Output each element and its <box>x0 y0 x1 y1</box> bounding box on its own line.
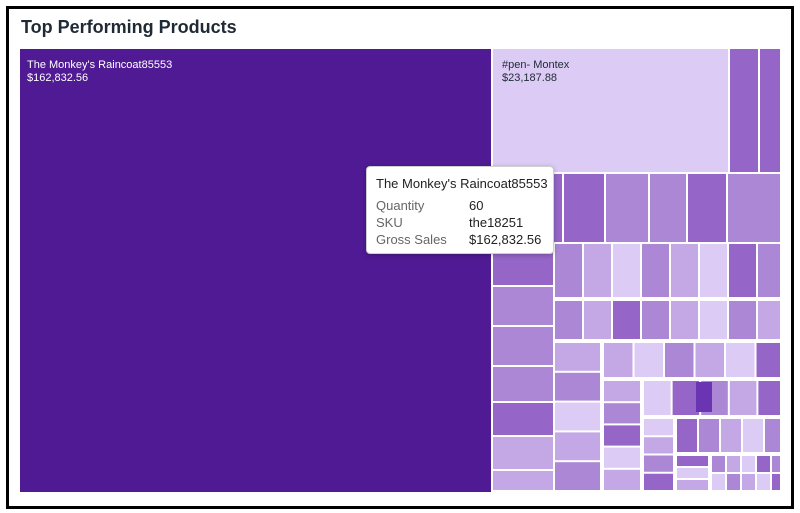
treemap-tile[interactable] <box>555 402 600 431</box>
tile-label: The Monkey's Raincoat85553 <box>27 59 172 71</box>
treemap-tile[interactable] <box>695 343 725 377</box>
treemap-tile[interactable] <box>756 343 781 377</box>
tooltip-title: The Monkey's Raincoat85553 <box>376 176 548 191</box>
treemap-tile[interactable] <box>729 301 756 339</box>
treemap-tile[interactable] <box>672 381 700 415</box>
tile-value: $23,187.88 <box>502 72 557 84</box>
treemap-tile[interactable] <box>700 244 727 297</box>
treemap-tile[interactable] <box>584 244 611 297</box>
treemap-tile[interactable] <box>688 174 726 242</box>
treemap-tile[interactable] <box>644 437 673 454</box>
treemap-tile[interactable] <box>555 244 582 297</box>
tooltip-key: Quantity <box>376 198 425 213</box>
treemap-tile[interactable] <box>699 419 719 452</box>
treemap-tile[interactable] <box>564 174 604 242</box>
tooltip-value: the18251 <box>469 215 524 230</box>
treemap-tile[interactable] <box>700 301 727 339</box>
tooltip-key: SKU <box>376 215 403 230</box>
chart-frame: Top Performing Products The Monkey's Rai… <box>6 6 794 509</box>
treemap-tile[interactable] <box>493 367 553 401</box>
treemap-tile[interactable] <box>765 419 780 452</box>
treemap-tile[interactable] <box>677 456 708 466</box>
treemap-tile[interactable] <box>772 474 780 490</box>
treemap-tile[interactable] <box>728 174 780 242</box>
treemap-tile[interactable] <box>758 301 780 339</box>
treemap-tile[interactable] <box>555 372 600 401</box>
treemap-tile[interactable] <box>671 244 698 297</box>
treemap-tile[interactable] <box>730 49 758 172</box>
treemap-tile[interactable] <box>644 455 673 472</box>
treemap-tile[interactable] <box>677 480 708 490</box>
treemap-tile[interactable] <box>712 456 725 472</box>
treemap-tile[interactable] <box>555 301 582 339</box>
treemap-tile[interactable] <box>671 301 698 339</box>
treemap-chart: The Monkey's Raincoat85553$162,832.56#pe… <box>20 49 780 492</box>
treemap-tile[interactable] <box>555 462 600 490</box>
treemap-tile[interactable] <box>772 456 780 472</box>
tile-label: #pen- Montex <box>502 59 570 71</box>
treemap-tile[interactable] <box>721 419 741 452</box>
treemap-tile[interactable] <box>604 469 640 490</box>
treemap-tile[interactable] <box>650 174 686 242</box>
treemap-tile[interactable] <box>712 474 725 490</box>
treemap-tile[interactable] <box>665 343 694 377</box>
treemap-tile[interactable] <box>555 343 600 371</box>
treemap-tile[interactable] <box>20 49 491 492</box>
tooltip: The Monkey's Raincoat85553 Quantity 60 S… <box>366 166 554 254</box>
tooltip-value: 60 <box>469 198 484 213</box>
treemap-tile[interactable] <box>604 447 640 468</box>
treemap-tile[interactable] <box>758 381 780 415</box>
treemap-tile[interactable] <box>677 419 697 452</box>
treemap-tile[interactable] <box>644 473 673 490</box>
treemap-tile[interactable] <box>696 382 712 412</box>
treemap-tile[interactable] <box>729 244 756 297</box>
treemap-tile[interactable] <box>604 381 640 402</box>
treemap-tile[interactable] <box>729 381 757 415</box>
treemap-tile[interactable] <box>727 474 740 490</box>
treemap-tile[interactable] <box>677 468 708 478</box>
tile-value: $162,832.56 <box>27 72 88 84</box>
treemap-tile[interactable] <box>758 244 780 297</box>
treemap-tile[interactable] <box>613 244 640 297</box>
treemap-tile[interactable] <box>726 343 755 377</box>
treemap-tile[interactable] <box>584 301 611 339</box>
chart-title: Top Performing Products <box>21 17 237 37</box>
treemap-tile[interactable] <box>757 474 770 490</box>
treemap-tile[interactable] <box>644 419 673 436</box>
treemap-tile[interactable] <box>493 287 553 325</box>
treemap-tile[interactable] <box>604 425 640 446</box>
treemap-tile[interactable] <box>634 343 664 377</box>
treemap-tile[interactable] <box>604 343 633 377</box>
treemap-tile[interactable] <box>493 49 728 172</box>
treemap-tile[interactable] <box>606 174 648 242</box>
treemap-tile[interactable] <box>644 381 671 415</box>
treemap-tile[interactable] <box>642 244 669 297</box>
treemap-tile[interactable] <box>757 456 770 472</box>
treemap-tile[interactable] <box>604 403 640 424</box>
treemap-tile[interactable] <box>493 471 553 490</box>
treemap-tile[interactable] <box>493 403 553 435</box>
tooltip-key: Gross Sales <box>376 232 447 247</box>
treemap-tile[interactable] <box>727 456 740 472</box>
treemap-tile[interactable] <box>743 419 763 452</box>
treemap-tile[interactable] <box>642 301 669 339</box>
treemap-tile[interactable] <box>760 49 780 172</box>
treemap-tile[interactable] <box>613 301 640 339</box>
treemap-tile[interactable] <box>742 474 755 490</box>
tooltip-value: $162,832.56 <box>469 232 542 247</box>
treemap-tile[interactable] <box>742 456 755 472</box>
treemap-tile[interactable] <box>493 437 553 469</box>
treemap-tile[interactable] <box>493 327 553 365</box>
treemap-tile[interactable] <box>555 432 600 461</box>
